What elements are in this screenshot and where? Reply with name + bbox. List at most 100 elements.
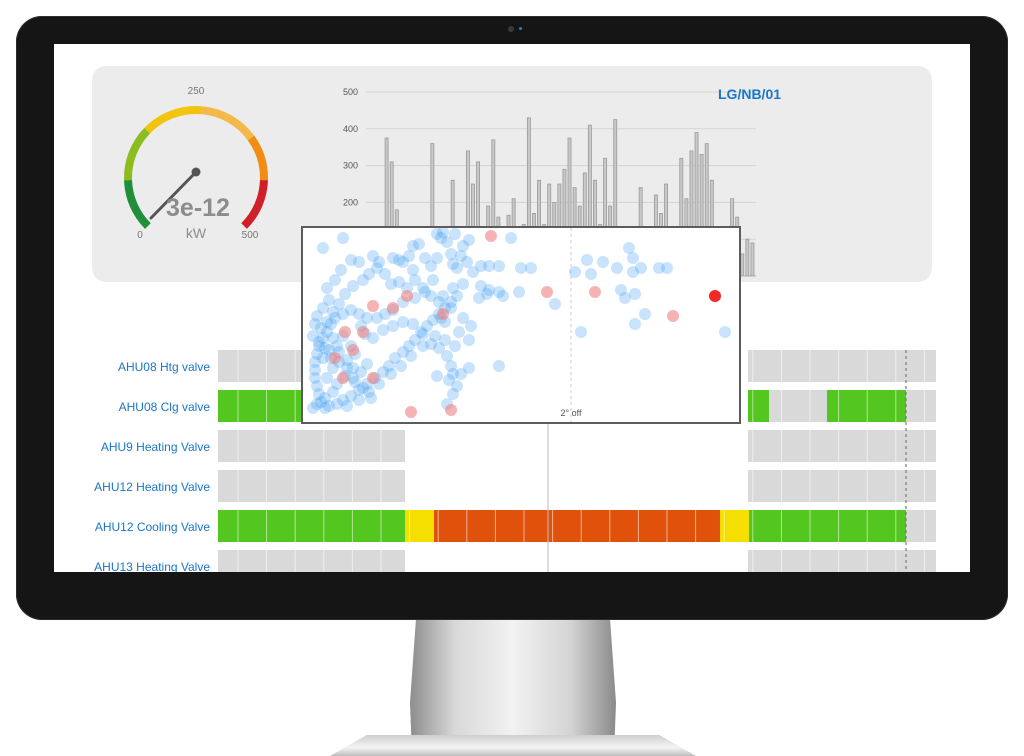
scatter-point [661, 262, 673, 274]
scatter-point [627, 252, 639, 264]
scatter-point [327, 362, 339, 374]
scatter-point [581, 254, 593, 266]
timeline-segment[interactable] [720, 510, 749, 542]
scatter-point [361, 312, 373, 324]
gauge-hub [191, 167, 201, 177]
scatter-point-alert [357, 326, 369, 338]
scatter-point [317, 302, 329, 314]
monitor-stand-neck [410, 616, 616, 756]
timeline-segment[interactable] [218, 510, 405, 542]
scatter-point [393, 276, 405, 288]
scatter-point [363, 386, 375, 398]
scatter-point-alert [541, 286, 553, 298]
scatter-point [409, 334, 421, 346]
scatter-point [337, 308, 349, 320]
timeline-row-label[interactable]: AHU9 Heating Valve [100, 440, 210, 454]
scatter-point [619, 292, 631, 304]
scatter-plot: 2° off [307, 228, 731, 422]
scatter-point [475, 280, 487, 292]
timeline-track[interactable] [218, 510, 936, 542]
scatter-point [357, 274, 369, 286]
scatter-point [319, 392, 331, 404]
scatter-point [417, 328, 429, 340]
device-link[interactable]: LG/NB/01 [718, 86, 782, 102]
scatter-point [325, 318, 337, 330]
scatter-point [323, 400, 335, 412]
timeline-track[interactable] [218, 430, 936, 462]
scatter-point [313, 388, 325, 400]
scatter-point [341, 362, 353, 374]
timeline-segment[interactable] [434, 510, 720, 542]
timeline-row-label[interactable]: AHU08 Htg valve [117, 360, 210, 374]
gauge-value: 3e-12 [166, 194, 230, 222]
timeline-segment[interactable] [405, 510, 434, 542]
scatter-point [367, 332, 379, 344]
scatter-point [371, 262, 383, 274]
scatter-point [623, 242, 635, 254]
scatter-point [377, 324, 389, 336]
timeline-track[interactable] [218, 470, 936, 502]
scatter-point [347, 280, 359, 292]
scatter-point [629, 318, 641, 330]
scatter-point [445, 248, 457, 260]
scatter-point [441, 350, 453, 362]
scatter-point [403, 250, 415, 262]
bar-chart-bar [741, 254, 744, 276]
timeline-row-label[interactable]: AHU08 Clg valve [118, 400, 210, 414]
timeline-row-label[interactable]: AHU12 Cooling Valve [94, 520, 210, 534]
scatter-point-alert [437, 308, 449, 320]
scatter-point [309, 318, 321, 330]
scatter-point [437, 228, 449, 238]
gauge-arc-orange [247, 135, 268, 181]
scatter-point [385, 368, 397, 380]
scatter-point [327, 332, 339, 344]
scatter-point [433, 342, 445, 354]
scatter-point [447, 388, 459, 400]
scatter-point [457, 278, 469, 290]
scatter-point [387, 252, 399, 264]
scatter-point [415, 326, 427, 338]
scatter-point [447, 258, 459, 270]
scatter-point [431, 370, 443, 382]
scatter-point [361, 358, 373, 370]
scatter-point [457, 312, 469, 324]
scatter-point [309, 372, 321, 384]
camera-icon [508, 26, 514, 32]
scatter-point [427, 274, 439, 286]
gauge-max-label: 500 [242, 230, 259, 241]
timeline-segment[interactable] [827, 390, 906, 422]
scatter-point [569, 266, 581, 278]
scatter-point [321, 326, 333, 338]
scatter-point [425, 260, 437, 272]
timeline-row-label[interactable]: AHU12 Heating Valve [94, 480, 210, 494]
screen: 3e-12 kW 0 250 500 500400300200100 LG/NB… [54, 44, 970, 572]
scatter-point [453, 326, 465, 338]
timeline-segment[interactable] [749, 510, 906, 542]
gauge-min-label: 0 [137, 230, 143, 241]
scatter-point-alert [405, 406, 417, 418]
gauge-arc-red [241, 179, 268, 229]
timeline-track[interactable] [218, 550, 936, 572]
gauge-unit: kW [186, 225, 207, 241]
scatter-point [447, 282, 459, 294]
scatter-point [473, 292, 485, 304]
scatter-point [407, 318, 419, 330]
scatter-point [407, 240, 419, 252]
timeline-segment[interactable] [748, 390, 769, 422]
scatter-point [315, 396, 327, 408]
scatter-point [419, 286, 431, 298]
scatter-point [483, 284, 495, 296]
scatter-point [481, 288, 493, 300]
timeline-row-label[interactable]: AHU13 Heating Valve [94, 560, 210, 572]
scatter-point [455, 368, 467, 380]
scatter-point [321, 282, 333, 294]
bar-chart-bar [746, 239, 749, 276]
bar-chart-ytick-label: 300 [343, 161, 358, 171]
monitor-stand-base [330, 735, 696, 756]
scatter-point [505, 232, 517, 244]
scatter-point [449, 340, 461, 352]
gauge-arc-lime [124, 127, 151, 181]
scatter-point [463, 362, 475, 374]
scatter-point [335, 264, 347, 276]
scatter-point [309, 356, 321, 368]
